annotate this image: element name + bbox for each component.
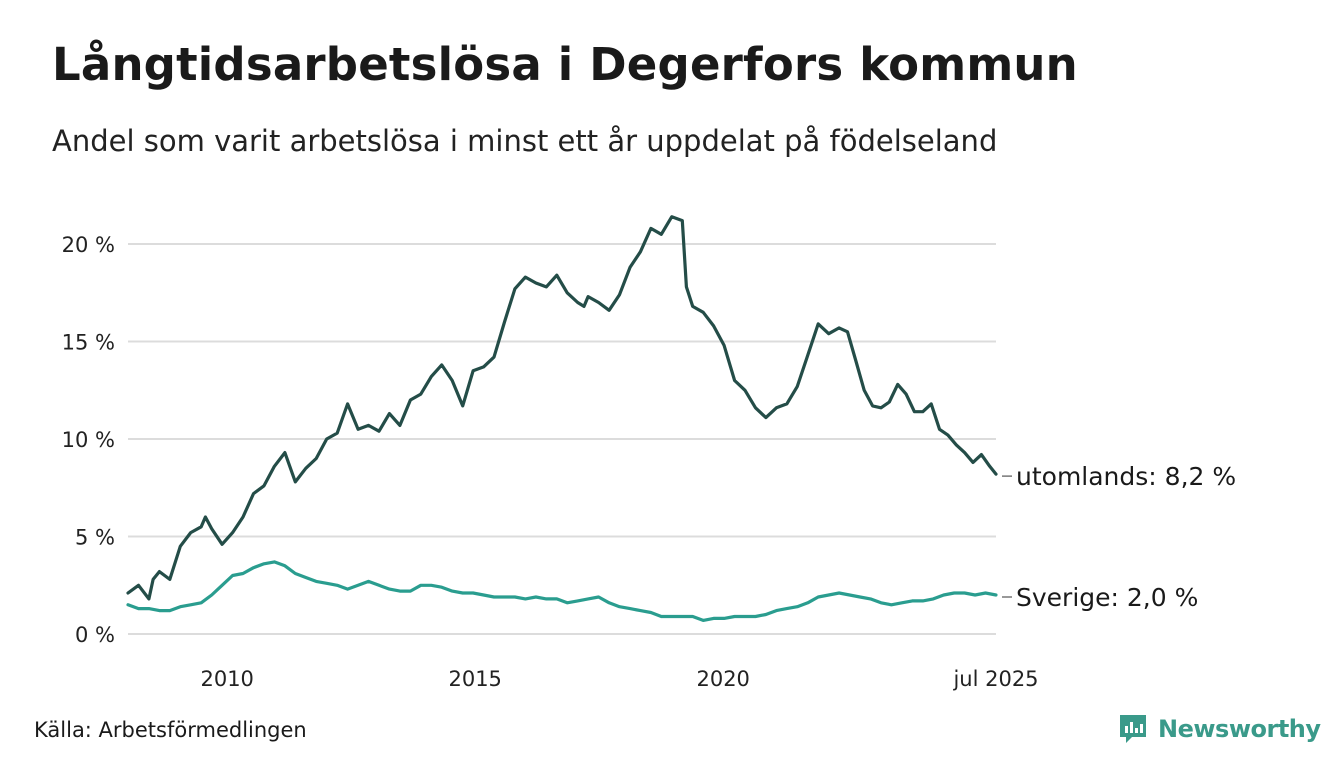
brand-name: Newsworthy (1158, 715, 1321, 743)
end-labels: utomlands: 8,2 % Sverige: 2,0 % (1002, 462, 1236, 612)
newsworthy-logo-icon (1120, 715, 1146, 743)
y-tick-label: 5 % (75, 526, 115, 550)
chart-title: Långtidsarbetslösa i Degerfors kommun (52, 38, 1078, 91)
y-axis-ticks: 0 % 5 % 10 % 15 % 20 % (62, 233, 115, 647)
end-label-utomlands: utomlands: 8,2 % (1016, 462, 1236, 491)
chart-subtitle: Andel som varit arbetslösa i minst ett å… (52, 124, 998, 158)
x-axis-ticks: 2010 2015 2020 jul 2025 (200, 667, 1038, 691)
x-tick-label: jul 2025 (952, 667, 1038, 691)
brand-logo[interactable]: Newsworthy (1118, 713, 1321, 745)
y-tick-label: 0 % (75, 623, 115, 647)
source-note: Källa: Arbetsförmedlingen (34, 718, 307, 742)
x-tick-label: 2015 (448, 667, 501, 691)
y-tick-label: 15 % (62, 331, 115, 355)
series-line-sverige (126, 560, 998, 622)
x-tick-label: 2010 (200, 667, 253, 691)
y-tick-label: 10 % (62, 428, 115, 452)
y-tick-label: 20 % (62, 233, 115, 257)
end-label-sverige: Sverige: 2,0 % (1016, 583, 1198, 612)
gridlines (128, 243, 996, 635)
series-line-utomlands (126, 215, 998, 601)
x-tick-label: 2020 (696, 667, 749, 691)
series-lines (126, 215, 998, 622)
